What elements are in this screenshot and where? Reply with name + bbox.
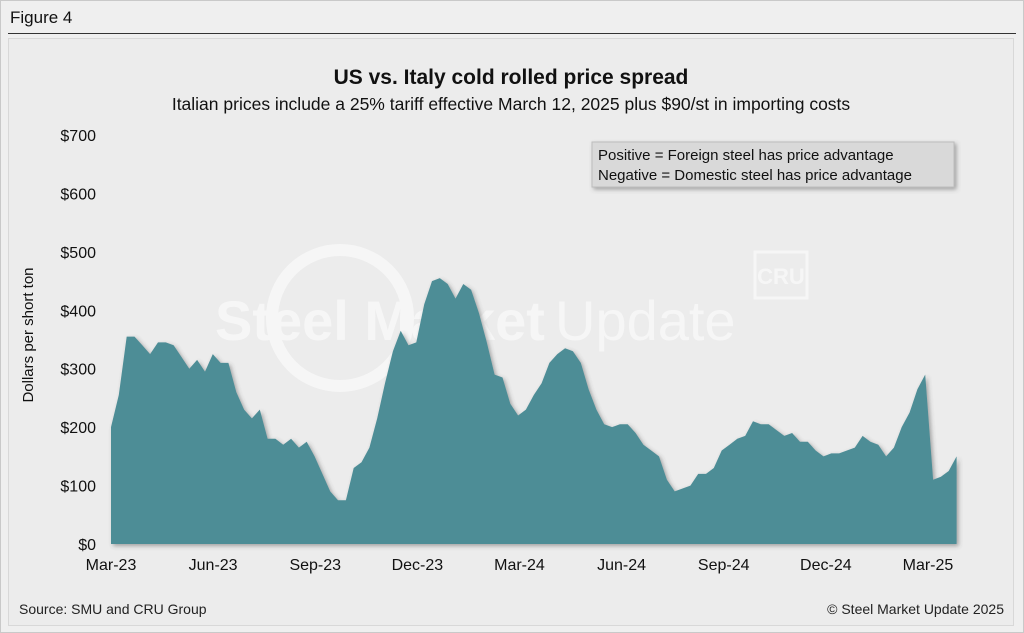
y-tick-label: $0: [78, 537, 96, 554]
y-tick-label: $300: [60, 362, 96, 379]
cru-badge-icon: [753, 250, 809, 300]
x-tick-label: Mar-25: [903, 557, 954, 574]
x-tick-label: Dec-23: [392, 557, 444, 574]
watermark-ring-icon: [266, 244, 414, 392]
y-axis-label: Dollars per short ton: [20, 267, 37, 402]
spread-area: [111, 278, 957, 544]
legend-positive: Positive = Foreign steel has price advan…: [598, 147, 894, 164]
legend-negative: Negative = Domestic steel has price adva…: [598, 167, 912, 184]
y-tick-label: $500: [60, 245, 96, 262]
cru-badge-text: CRU: [757, 264, 805, 289]
watermark: Steel Market Update CRU: [215, 244, 809, 392]
legend-box: Positive = Foreign steel has price advan…: [591, 141, 955, 188]
source-note: Source: SMU and CRU Group: [19, 601, 207, 617]
x-axis-ticks: Mar-23 Jun-23 Sep-23 Dec-23 Mar-24 Jun-24 Sep-…: [86, 557, 954, 574]
x-tick-label: Sep-23: [289, 557, 341, 574]
y-tick-label: $200: [60, 420, 96, 437]
watermark-text-light: Update: [555, 289, 736, 352]
y-axis-ticks: $0 $100 $200 $300 $400 $500 $600 $700: [60, 128, 96, 554]
figure-label: Figure 4: [10, 8, 73, 27]
x-tick-label: Mar-24: [494, 557, 545, 574]
figure-divider: [8, 33, 1016, 34]
x-tick-label: Jun-24: [597, 557, 646, 574]
x-tick-label: Sep-24: [698, 557, 750, 574]
chart-title: US vs. Italy cold rolled price spread: [334, 66, 689, 89]
y-tick-label: $600: [60, 186, 96, 203]
area-series: [111, 278, 957, 544]
x-tick-label: Jun-23: [189, 557, 238, 574]
x-tick-label: Dec-24: [800, 557, 852, 574]
chart-subtitle: Italian prices include a 25% tariff effe…: [172, 94, 851, 114]
legend-background: [591, 141, 955, 188]
y-tick-label: $100: [60, 479, 96, 496]
y-tick-label: $400: [60, 303, 96, 320]
watermark-text-bold: Steel Market: [215, 289, 545, 352]
y-tick-label: $700: [60, 128, 96, 145]
copyright-note: © Steel Market Update 2025: [827, 601, 1004, 617]
x-tick-label: Mar-23: [86, 557, 137, 574]
